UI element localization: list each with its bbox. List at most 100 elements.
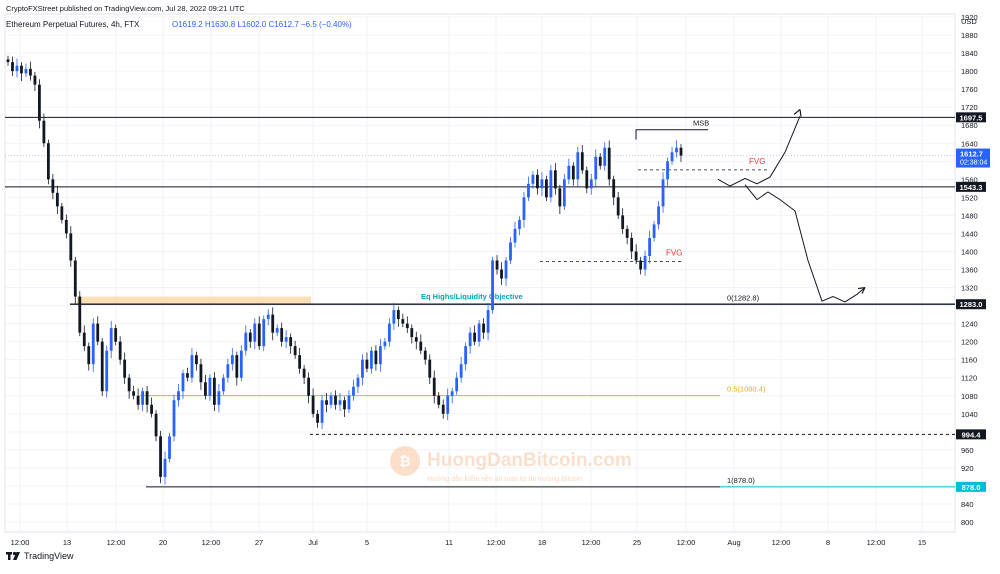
candle-body xyxy=(6,59,10,63)
candle-body xyxy=(567,165,571,180)
candle-body xyxy=(531,174,535,184)
candle-body xyxy=(491,260,494,311)
candle-body xyxy=(666,161,669,180)
candle-body xyxy=(212,377,216,405)
candle-body xyxy=(325,400,328,405)
candle-body xyxy=(576,152,580,180)
candle-body xyxy=(428,359,432,378)
candle-body xyxy=(136,395,140,405)
candle-body xyxy=(275,328,279,333)
candle-body xyxy=(589,179,593,189)
y-tick-label: 800 xyxy=(961,518,974,527)
y-tick-label: 1400 xyxy=(961,247,978,256)
candle-body xyxy=(316,413,319,423)
price-tag-1283-bg xyxy=(956,299,986,310)
price-tag-1543-bg xyxy=(956,181,986,192)
candle-body xyxy=(253,323,257,342)
tradingview-logo-icon xyxy=(6,551,20,561)
candle-body xyxy=(347,395,351,410)
candle-body xyxy=(20,65,23,74)
candle-body xyxy=(486,310,490,333)
candle-body xyxy=(195,355,198,365)
candle-body xyxy=(652,224,656,238)
x-tick-label: 11 xyxy=(445,538,453,547)
candle-body xyxy=(536,174,539,189)
y-tick-label: 960 xyxy=(961,446,974,455)
tradingview-footer[interactable]: TradingView xyxy=(6,551,74,561)
x-tick-label: 5 xyxy=(365,538,369,547)
y-tick-label: 1200 xyxy=(961,338,978,347)
candle-body xyxy=(616,197,620,216)
candle-body xyxy=(441,404,445,414)
candle-body xyxy=(307,377,311,396)
eq-highs-zone xyxy=(77,296,311,305)
candle-body xyxy=(11,62,14,72)
fvg-lower-label: FVG xyxy=(666,248,682,257)
candle-body xyxy=(204,382,207,396)
candle-body xyxy=(558,188,562,207)
candle-body xyxy=(607,147,611,180)
candle-body xyxy=(181,373,185,392)
candle-body xyxy=(679,147,683,156)
y-tick-label: 1040 xyxy=(961,410,978,419)
candle-body xyxy=(513,228,517,243)
candle-body xyxy=(73,260,77,297)
candle-body xyxy=(177,391,180,401)
fib-label-0: 0(1282.8) xyxy=(727,293,760,302)
candle-body xyxy=(509,242,512,261)
candle-body xyxy=(396,310,400,320)
candle-body xyxy=(118,341,122,360)
x-tick-label: 12:00 xyxy=(107,538,126,547)
candle-body xyxy=(230,355,234,365)
candle-body xyxy=(280,328,284,342)
x-tick-label: 18 xyxy=(538,538,546,547)
candle-body xyxy=(132,391,136,396)
candle-body xyxy=(271,314,275,333)
candle-body xyxy=(46,143,50,180)
candle-body xyxy=(38,84,41,121)
y-tick-label: 1920 xyxy=(961,13,978,22)
candle-body xyxy=(96,323,100,342)
candle-body xyxy=(477,323,481,342)
candle-body xyxy=(15,65,19,72)
candle-body xyxy=(378,346,382,365)
candle-body xyxy=(621,215,625,229)
published-line: CryptoFXStreet published on TradingView.… xyxy=(6,4,245,13)
fib-label-1: 1(878.0) xyxy=(727,476,755,485)
projection-up-arrowhead xyxy=(793,108,802,117)
candle-body xyxy=(199,364,203,383)
candle-body xyxy=(356,377,360,387)
candle-body xyxy=(60,206,64,220)
price-tag-878: 878.0 xyxy=(962,483,981,492)
x-tick-label: 12:00 xyxy=(202,538,221,547)
candle-body xyxy=(383,341,387,347)
candle-body xyxy=(87,346,91,365)
candle-body xyxy=(298,355,302,369)
candle-body xyxy=(598,156,602,166)
candle-body xyxy=(419,341,423,351)
candle-body xyxy=(141,391,144,405)
last-price-countdown: 02:38:04 xyxy=(960,160,987,167)
candle-body xyxy=(370,350,373,369)
candle-body xyxy=(630,237,634,252)
candle-body xyxy=(414,337,418,342)
x-tick-label: 15 xyxy=(918,538,926,547)
projection-down-arrowhead xyxy=(857,286,866,294)
candle-body xyxy=(455,377,459,392)
candle-body xyxy=(226,364,230,378)
candle-body xyxy=(437,395,441,405)
y-tick-label: 1480 xyxy=(961,211,978,220)
currency-label: USD xyxy=(961,17,977,26)
candle-body xyxy=(361,359,364,378)
candle-body xyxy=(580,152,584,171)
candle-body xyxy=(338,400,342,405)
candle-body xyxy=(410,328,414,338)
candle-body xyxy=(293,346,297,356)
candle-body xyxy=(51,179,55,193)
y-tick-label: 1880 xyxy=(961,31,978,40)
candle-body xyxy=(82,332,86,347)
msb-line xyxy=(635,129,708,140)
candle-body xyxy=(504,260,508,279)
x-tick-label: 8 xyxy=(826,538,830,547)
